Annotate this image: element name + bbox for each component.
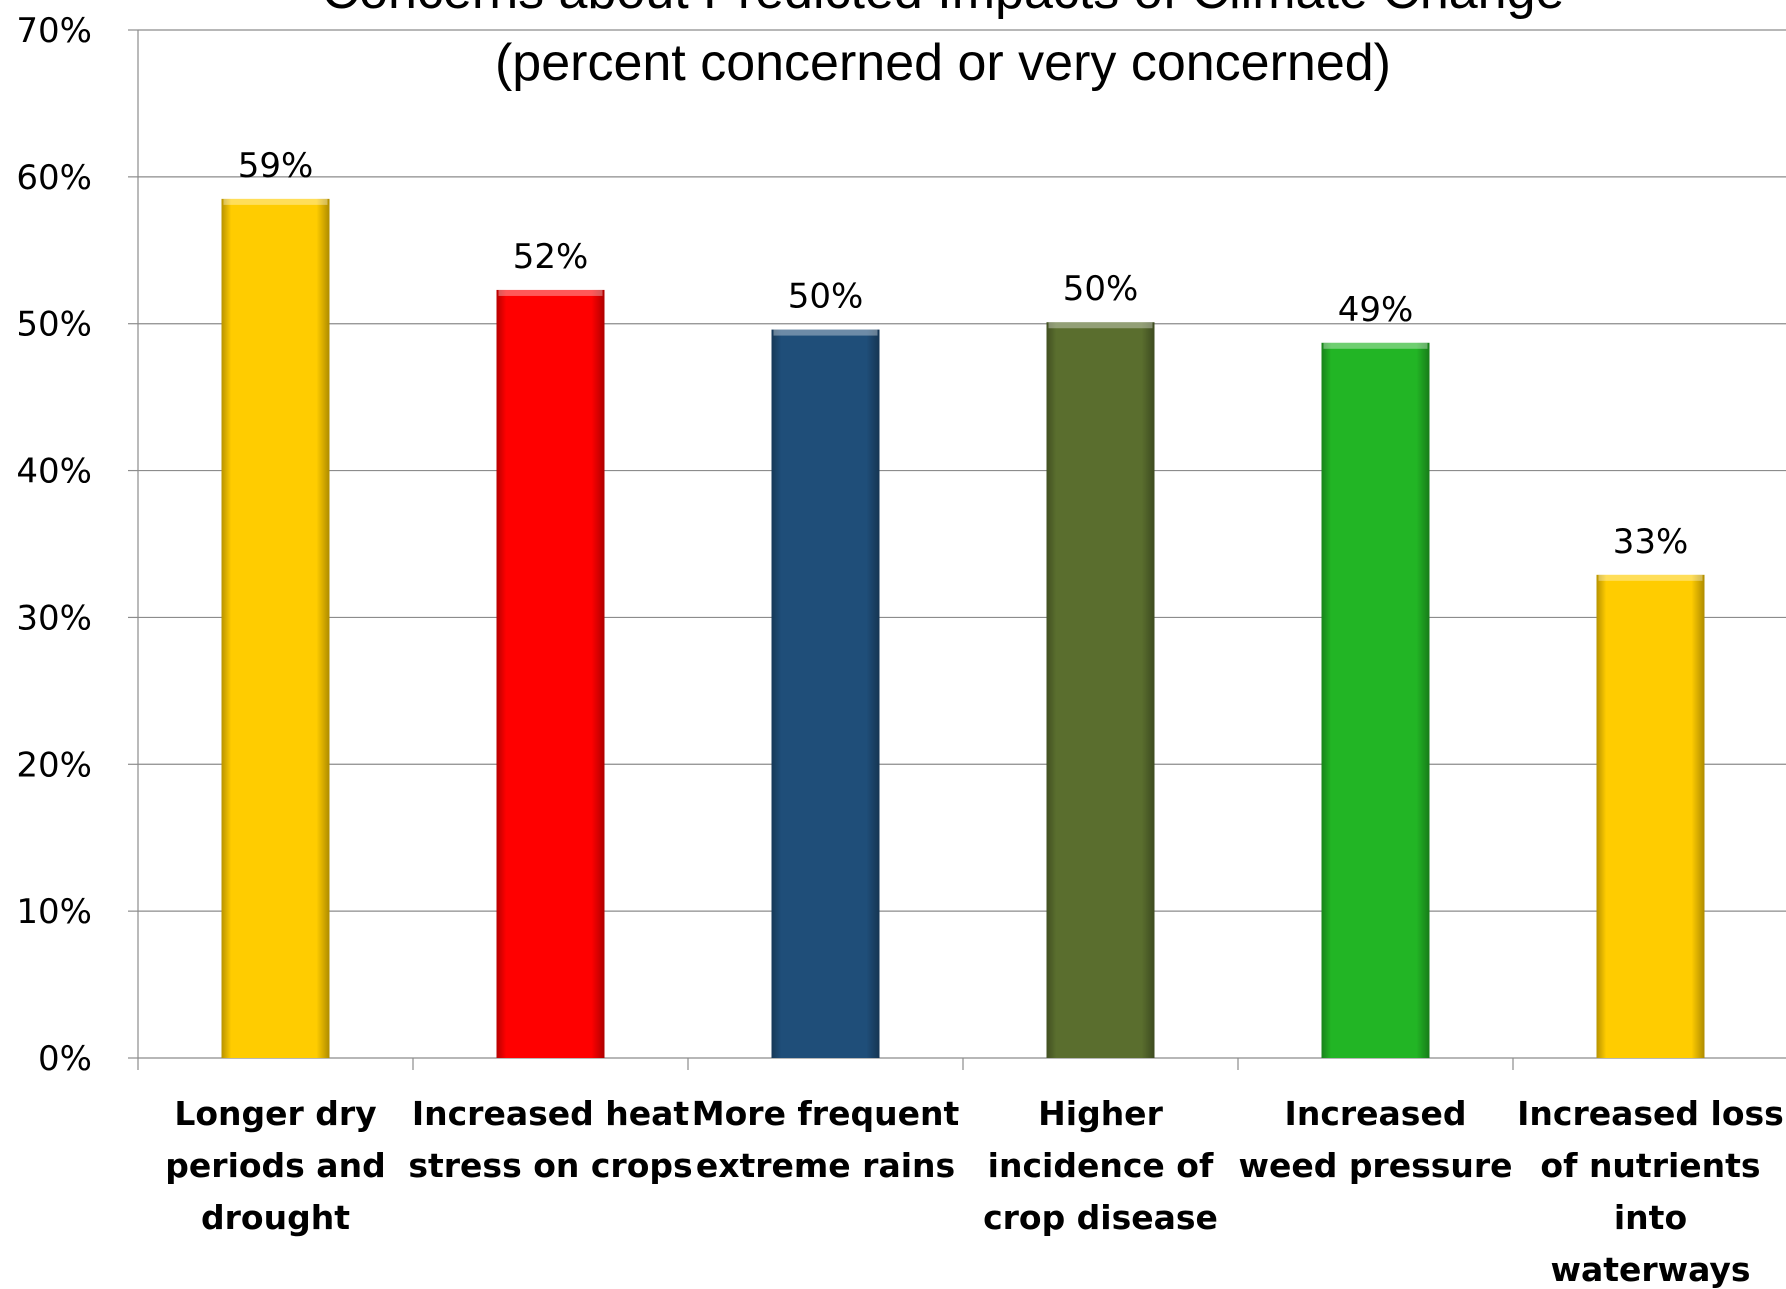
y-tick-label: 60%: [16, 158, 92, 198]
category-label: incidence of: [988, 1146, 1214, 1185]
category-label: Higher: [1038, 1094, 1163, 1133]
y-tick-label: 0%: [38, 1039, 92, 1079]
category-label: stress on crops: [408, 1146, 692, 1185]
chart-subtitle: (percent concerned or very concerned): [495, 34, 1391, 92]
category-label: periods and: [165, 1146, 385, 1185]
category-label: extreme rains: [696, 1146, 955, 1185]
category-label: Increased heat: [412, 1094, 690, 1133]
data-label: 52%: [513, 237, 589, 277]
gridlines: [138, 29, 1786, 912]
category-label: Increased loss: [1517, 1094, 1784, 1133]
category-label: drought: [201, 1198, 350, 1237]
category-label: of nutrients: [1540, 1146, 1760, 1185]
bar-highlight: [223, 198, 328, 205]
bar-shading: [771, 329, 880, 1058]
data-label: 49%: [1338, 290, 1414, 330]
data-label: 50%: [788, 277, 864, 317]
category-label: crop disease: [983, 1198, 1218, 1237]
bar-highlight: [773, 329, 878, 336]
category-label: More frequent: [692, 1094, 960, 1133]
y-tick-label: 70%: [16, 11, 92, 51]
bar-shading: [221, 198, 330, 1058]
y-tick-label: 30%: [16, 598, 92, 638]
labels: 0% 10% 20% 30% 40% 50% 60% 70% 59% Longer dry peri…: [16, 11, 1783, 1289]
bar-shading: [1046, 322, 1155, 1058]
bar-shading: [1596, 574, 1705, 1058]
bar-highlight: [1598, 574, 1703, 581]
chart-title: Concerns about Predicted Impacts of Clim…: [322, 0, 1565, 20]
y-tick-label: 50%: [16, 305, 92, 345]
bar-shading: [496, 289, 605, 1058]
bars: [221, 198, 1705, 1058]
category-label: waterways: [1550, 1250, 1750, 1289]
category-label: into: [1614, 1198, 1687, 1237]
bar-highlight: [1048, 322, 1153, 329]
bar-highlight: [1323, 342, 1428, 349]
category-label: Longer dry: [174, 1094, 376, 1133]
category-label: weed pressure: [1238, 1146, 1512, 1185]
data-label: 59%: [238, 146, 314, 186]
bar-shading: [1321, 342, 1430, 1058]
data-label: 50%: [1063, 269, 1139, 309]
y-tick-label: 10%: [16, 892, 92, 932]
category-label: Increased: [1285, 1094, 1467, 1133]
y-tick-label: 40%: [16, 452, 92, 492]
bar-highlight: [498, 289, 603, 296]
y-tick-label: 20%: [16, 745, 92, 785]
axes: [128, 29, 1786, 1070]
data-label: 33%: [1613, 522, 1689, 562]
